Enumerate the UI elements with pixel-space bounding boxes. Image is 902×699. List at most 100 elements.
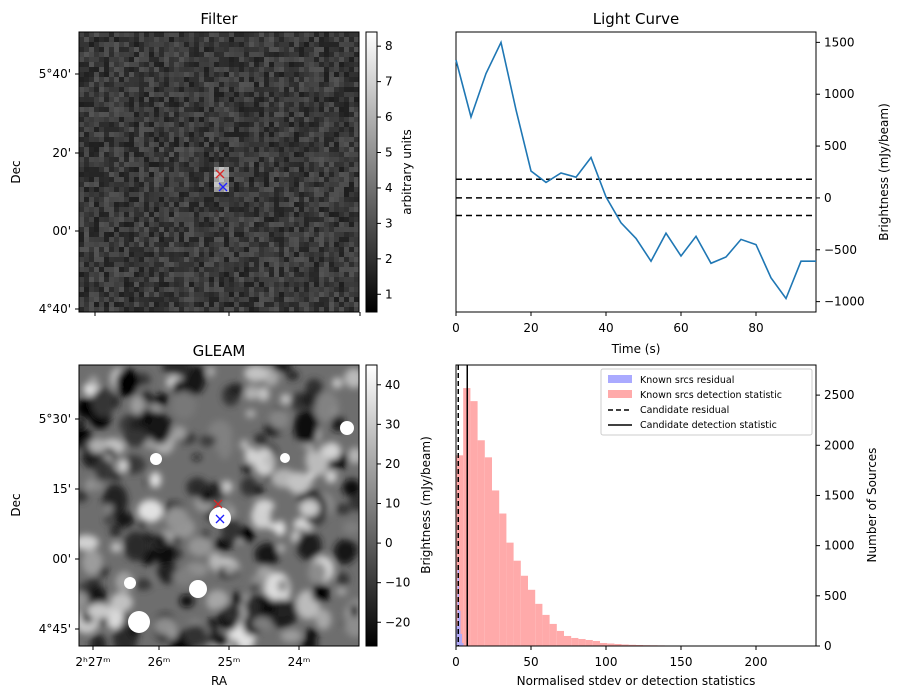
filter-pixel (184, 57, 190, 63)
filter-pixel (334, 307, 340, 312)
filter-pixel (154, 57, 160, 63)
filter-pixel (194, 302, 200, 308)
filter-pixel (229, 142, 235, 148)
filter-pixel (184, 102, 190, 108)
filter-pixel (194, 297, 200, 303)
filter-pixel (159, 117, 165, 123)
filter-pixel (169, 212, 175, 218)
filter-pixel (224, 262, 230, 268)
filter-pixel (329, 72, 335, 78)
filter-pixel (199, 92, 205, 98)
filter-pixel (194, 282, 200, 288)
filter-pixel (99, 212, 105, 218)
filter-pixel (184, 232, 190, 238)
filter-pixel (289, 287, 295, 293)
filter-pixel (329, 202, 335, 208)
filter-pixel (119, 302, 125, 308)
filter-pixel (144, 42, 150, 48)
filter-pixel (129, 227, 135, 233)
filter-pixel (154, 177, 160, 183)
filter-pixel (154, 92, 160, 98)
gleam-noise-blob (287, 472, 311, 494)
filter-pixel (219, 77, 225, 83)
filter-pixel (264, 127, 270, 133)
filter-pixel (179, 227, 185, 233)
filter-pixel (339, 307, 345, 312)
filter-pixel (79, 142, 85, 148)
filter-pixel (114, 167, 120, 173)
filter-pixel (334, 242, 340, 248)
filter-pixel (134, 217, 140, 223)
filter-pixel (354, 97, 359, 103)
filter-pixel (99, 112, 105, 118)
filter-pixel (194, 212, 200, 218)
filter-pixel (259, 112, 265, 118)
legend-label-detection: Known srcs detection statistic (640, 390, 782, 401)
filter-pixel (159, 152, 165, 158)
filter-pixel (324, 112, 330, 118)
filter-pixel (149, 212, 155, 218)
filter-pixel (254, 147, 260, 153)
filter-pixel (329, 262, 335, 268)
filter-pixel (184, 77, 190, 83)
filter-pixel (194, 97, 200, 103)
filter-pixel (329, 47, 335, 53)
filter-pixel (194, 222, 200, 228)
filter-pixel (84, 52, 90, 58)
filter-pixel (299, 292, 305, 298)
filter-pixel (209, 117, 215, 123)
filter-pixel (189, 217, 195, 223)
filter-pixel (84, 162, 90, 168)
filter-pixel (159, 92, 165, 98)
filter-pixel (329, 132, 335, 138)
filter-pixel (219, 57, 225, 63)
filter-pixel (94, 97, 100, 103)
filter-pixel (179, 297, 185, 303)
filter-pixel (229, 262, 235, 268)
filter-pixel (224, 117, 230, 123)
filter-pixel (99, 282, 105, 288)
gleam-marker-blue (215, 514, 225, 524)
filter-pixel (229, 207, 235, 213)
filter-pixel (184, 72, 190, 78)
filter-pixel (84, 147, 90, 153)
filter-pixel (239, 252, 245, 258)
filter-pixel (144, 127, 150, 133)
filter-pixel (249, 207, 255, 213)
filter-pixel (254, 102, 260, 108)
filter-pixel (154, 272, 160, 278)
filter-pixel (264, 177, 270, 183)
gleam-source (189, 580, 207, 598)
filter-pixel (269, 37, 275, 43)
filter-pixel (234, 262, 240, 268)
filter-frame (78, 31, 360, 313)
filter-pixel (129, 72, 135, 78)
filter-pixel (99, 237, 105, 243)
filter-pixel (244, 252, 250, 258)
filter-pixel (139, 167, 145, 173)
filter-pixel (279, 117, 285, 123)
filter-pixel (184, 142, 190, 148)
filter-pixel (319, 222, 325, 228)
filter-pixel (174, 232, 180, 238)
filter-pixel (84, 167, 90, 173)
filter-pixel (244, 232, 250, 238)
filter-pixel (194, 107, 200, 113)
filter-pixel (84, 57, 90, 63)
filter-pixel (344, 287, 350, 293)
filter-pixel (289, 52, 295, 58)
filter-pixel (244, 57, 250, 63)
filter-pixel (124, 82, 130, 88)
filter-pixel (219, 267, 225, 273)
filter-pixel (329, 282, 335, 288)
filter-pixel (214, 172, 220, 178)
filter-pixel (134, 87, 140, 93)
filter-pixel (324, 302, 330, 308)
filter-pixel (134, 117, 140, 123)
filter-pixel (289, 122, 295, 128)
filter-pixel (249, 52, 255, 58)
filter-pixel (214, 307, 220, 312)
filter-pixel (134, 182, 140, 188)
filter-pixel (319, 102, 325, 108)
